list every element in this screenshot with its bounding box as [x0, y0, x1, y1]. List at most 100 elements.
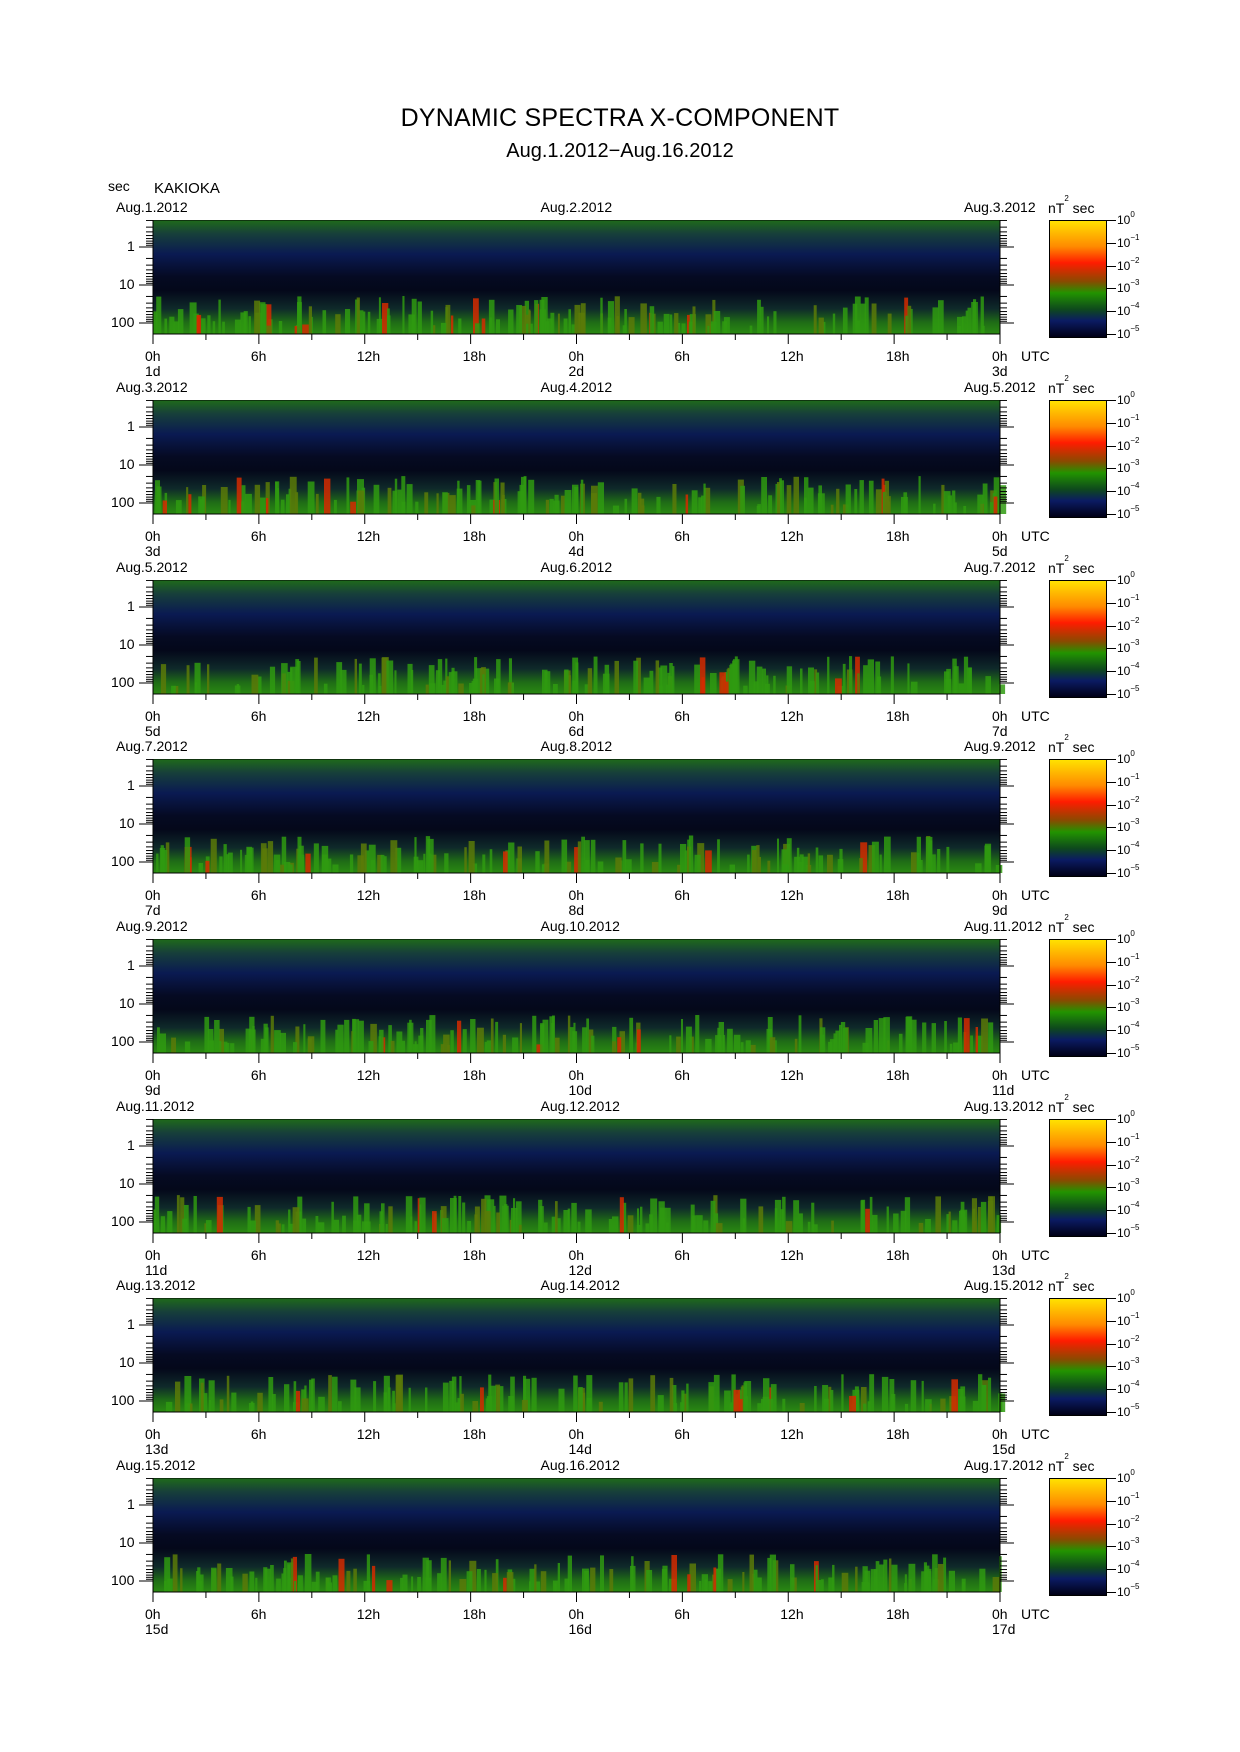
spectral-feature [378, 297, 381, 334]
spectral-feature [669, 663, 673, 694]
spectral-feature [697, 843, 705, 873]
y-tick-label: 1 [127, 598, 135, 614]
spectral-feature [917, 852, 920, 873]
colorbar-label-base: 10 [1117, 618, 1131, 633]
spectral-feature [704, 487, 711, 514]
panel-start-date: Aug.11.2012 [116, 1098, 195, 1114]
spectral-feature [627, 1215, 634, 1233]
spectral-feature [794, 1038, 798, 1053]
spectral-feature [793, 1200, 800, 1233]
utc-label: UTC [1021, 348, 1050, 364]
colorbar-label-base: 10 [1117, 641, 1131, 656]
spectral-feature [368, 1041, 374, 1053]
colorbar-tick [1106, 850, 1116, 852]
y-tick-label: 100 [111, 494, 135, 510]
day-label: 6d [568, 723, 585, 739]
spectral-feature [512, 1578, 516, 1592]
x-tick-label: 0h [145, 1247, 161, 1263]
x-tick-label: 0h [568, 348, 585, 364]
spectral-feature [551, 1216, 556, 1233]
spectral-feature [878, 1564, 885, 1592]
spectral-feature [400, 1577, 403, 1592]
x-tick-label: 6h [674, 1247, 690, 1263]
spectral-feature [263, 1567, 268, 1592]
spectral-feature [205, 1220, 212, 1233]
spectral-feature [518, 1224, 522, 1233]
spectral-feature [303, 1024, 306, 1053]
colorbar-tick [1106, 1366, 1116, 1368]
spectral-feature [466, 1571, 473, 1592]
spectral-feature [854, 296, 861, 334]
spectral-feature [317, 1222, 325, 1233]
spectral-feature [786, 485, 792, 514]
spectral-feature [462, 1202, 466, 1233]
spectral-feature [305, 853, 311, 873]
colorbar-label: 100 [1117, 929, 1135, 946]
spectral-feature [881, 1376, 889, 1412]
spectral-feature [223, 844, 227, 873]
spectral-feature [248, 1403, 255, 1412]
spectral-feature [615, 857, 622, 873]
spectral-feature [711, 321, 717, 334]
x-tick-label: 0h [992, 1247, 1008, 1263]
spectral-feature [293, 1381, 297, 1412]
spectral-feature [275, 1220, 279, 1233]
spectral-feature [489, 849, 493, 873]
panel-end-date: Aug.13.2012 [964, 1098, 1044, 1114]
day-label: 11d [992, 1082, 1015, 1098]
spectral-feature [395, 847, 402, 873]
spectral-feature [546, 318, 553, 334]
colorbar-label-exp: −4 [1130, 1020, 1140, 1030]
day-label: 12d [568, 1262, 592, 1278]
colorbar-tick [1106, 648, 1116, 650]
spectral-feature [713, 311, 721, 334]
spectral-feature [841, 1374, 844, 1412]
spectral-feature [476, 1569, 481, 1592]
spectral-feature [975, 863, 982, 873]
spectral-feature [932, 1554, 938, 1592]
spectral-feature [368, 844, 376, 873]
spectral-feature [650, 1198, 658, 1233]
spectral-feature [561, 495, 565, 514]
colorbar-label-exp: −3 [1130, 997, 1140, 1007]
spectral-feature [198, 863, 203, 873]
colorbar-label: 10−4 [1117, 481, 1139, 498]
colorbar-label: 10−2 [1117, 795, 1139, 812]
colorbar-label-base: 10 [1117, 820, 1131, 835]
colorbar-label-exp: −4 [1130, 840, 1140, 850]
colorbar-label-base: 10 [1117, 1112, 1131, 1126]
spectral-feature [692, 306, 696, 334]
day-label: 9d [145, 1082, 161, 1098]
spectral-feature [153, 311, 158, 334]
spectral-feature [586, 1375, 593, 1412]
day-label: 15d [145, 1621, 169, 1637]
spectrogram-plot [139, 1298, 1014, 1422]
spectral-feature [346, 1570, 351, 1592]
spectral-feature [395, 1375, 402, 1412]
spectral-feature [918, 476, 921, 514]
y-tick-label: 100 [111, 674, 135, 690]
spectral-feature [875, 661, 881, 694]
spectral-feature [419, 1197, 426, 1233]
spectral-feature [450, 1198, 457, 1233]
spectral-feature [685, 1026, 692, 1053]
spectral-feature [482, 854, 486, 873]
colorbar-unit-main: nT [1048, 1099, 1065, 1115]
y-tick-label: 1 [127, 1137, 135, 1153]
spectral-feature [925, 1219, 931, 1233]
colorbar-label-exp: −3 [1130, 1356, 1140, 1366]
y-tick-label: 10 [119, 456, 135, 472]
spectral-feature [713, 1374, 720, 1412]
spectral-feature [411, 1576, 414, 1592]
spectral-feature [967, 667, 972, 694]
spectral-feature [860, 842, 868, 873]
spectral-feature [182, 1218, 188, 1233]
colorbar-label: 100 [1117, 1288, 1135, 1305]
spectral-feature [727, 1028, 733, 1053]
colorbar-label-base: 10 [1117, 415, 1131, 430]
spectral-feature [219, 1399, 224, 1412]
spectral-feature [879, 854, 882, 873]
spectral-feature [451, 667, 455, 694]
y-tick-label: 10 [119, 1534, 135, 1550]
spectral-feature [356, 297, 360, 334]
